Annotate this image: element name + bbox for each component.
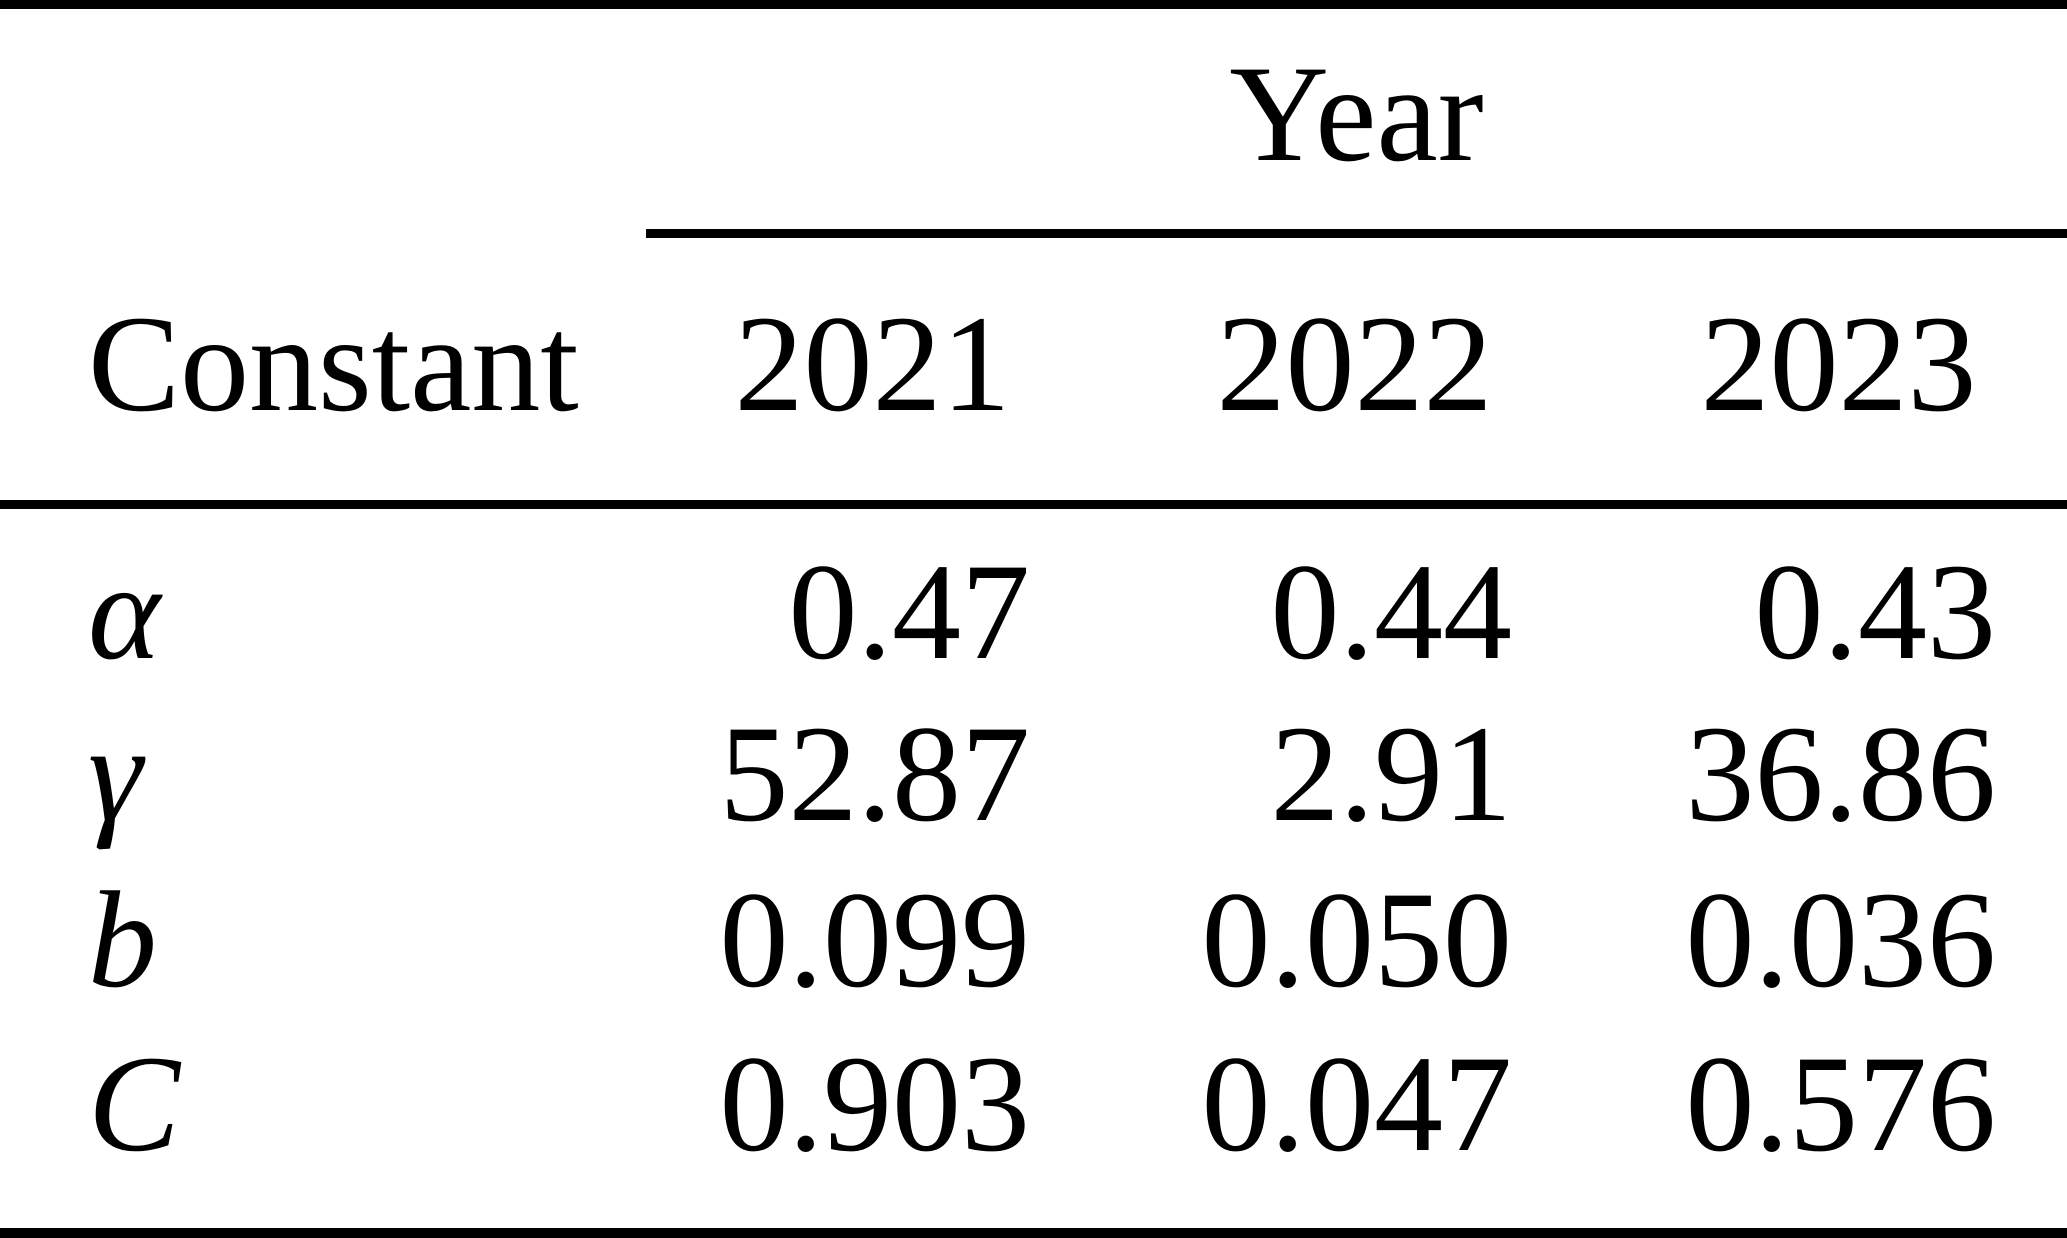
cell-alpha-2023: 0.43 [1754,535,1997,688]
cell-gamma-2021: 52.87 [719,697,1031,850]
cell-b-2022: 0.050 [1201,863,1513,1016]
cell-c-2023: 0.576 [1685,1027,1997,1180]
year-group-header: Year [1229,37,1484,190]
cell-gamma-2023: 36.86 [1685,697,1997,850]
row-label-gamma: γ [88,697,143,850]
row-label-b: b [88,863,157,1016]
cell-alpha-2021: 0.47 [788,535,1031,688]
cell-b-2021: 0.099 [719,863,1031,1016]
cell-b-2023: 0.036 [1685,863,1997,1016]
cell-c-2021: 0.903 [719,1027,1031,1180]
cell-alpha-2022: 0.44 [1270,535,1513,688]
header-rule [0,500,2067,509]
row-label-alpha: α [88,535,161,688]
row-label-c: C [88,1027,181,1180]
column-header-2023: 2023 [1700,287,1977,440]
top-rule [0,0,2067,9]
cell-gamma-2022: 2.91 [1270,697,1513,850]
cell-c-2022: 0.047 [1201,1027,1513,1180]
constant-stub-header: Constant [88,287,579,440]
bottom-rule [0,1228,2067,1238]
column-header-2021: 2021 [734,287,1011,440]
column-header-2022: 2022 [1216,287,1493,440]
year-spanner-rule [646,229,2067,238]
